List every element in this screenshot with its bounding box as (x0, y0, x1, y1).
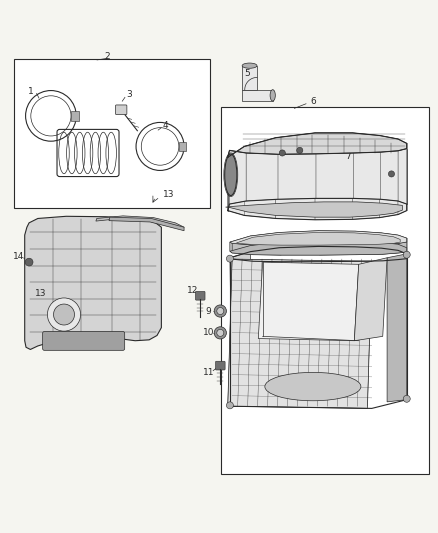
Text: 2: 2 (105, 52, 110, 61)
Polygon shape (232, 244, 253, 255)
Polygon shape (398, 149, 407, 204)
Text: 5: 5 (244, 69, 250, 78)
Text: 11: 11 (203, 368, 214, 377)
Polygon shape (354, 258, 387, 341)
Text: 3: 3 (127, 90, 132, 99)
Text: 13: 13 (35, 289, 46, 298)
Ellipse shape (270, 90, 276, 101)
Circle shape (403, 395, 410, 402)
Circle shape (279, 150, 286, 156)
Text: 6: 6 (310, 97, 316, 106)
Polygon shape (319, 245, 357, 255)
Text: 12: 12 (187, 286, 198, 295)
Polygon shape (230, 236, 251, 251)
Polygon shape (398, 139, 407, 215)
Polygon shape (355, 231, 381, 243)
Polygon shape (399, 242, 407, 253)
Polygon shape (96, 216, 184, 229)
Polygon shape (316, 153, 353, 198)
Circle shape (25, 258, 33, 266)
Polygon shape (230, 252, 253, 407)
Polygon shape (279, 231, 318, 243)
Polygon shape (246, 153, 278, 201)
FancyBboxPatch shape (116, 105, 127, 115)
Polygon shape (109, 217, 184, 231)
FancyBboxPatch shape (42, 332, 125, 350)
Text: 13: 13 (163, 190, 174, 199)
Polygon shape (228, 133, 407, 157)
Polygon shape (353, 133, 380, 220)
Text: 14: 14 (12, 252, 24, 261)
Circle shape (217, 308, 224, 314)
Bar (179, 142, 186, 151)
Polygon shape (253, 245, 281, 255)
Bar (14, 59, 210, 207)
Polygon shape (315, 133, 353, 220)
Polygon shape (226, 202, 403, 217)
Text: 9: 9 (206, 306, 212, 316)
Polygon shape (244, 138, 276, 219)
Circle shape (217, 329, 224, 336)
Polygon shape (353, 152, 381, 199)
Polygon shape (230, 241, 407, 255)
Polygon shape (251, 232, 279, 246)
Circle shape (226, 255, 233, 262)
Polygon shape (278, 154, 316, 199)
Polygon shape (237, 232, 400, 245)
Polygon shape (381, 151, 398, 201)
Polygon shape (228, 150, 230, 211)
Polygon shape (242, 66, 257, 90)
FancyBboxPatch shape (195, 292, 205, 300)
Circle shape (47, 298, 81, 331)
Polygon shape (258, 262, 359, 341)
Text: 7: 7 (345, 152, 351, 161)
FancyBboxPatch shape (215, 361, 225, 370)
Polygon shape (318, 231, 355, 241)
Ellipse shape (242, 63, 257, 68)
Polygon shape (381, 233, 398, 244)
Polygon shape (383, 244, 399, 254)
Polygon shape (398, 235, 407, 248)
Text: 1: 1 (28, 87, 34, 96)
Circle shape (214, 305, 226, 317)
Polygon shape (357, 245, 383, 255)
Circle shape (389, 171, 395, 177)
Polygon shape (230, 242, 232, 253)
Circle shape (53, 304, 74, 325)
Circle shape (403, 251, 410, 258)
Bar (71, 111, 78, 120)
Polygon shape (242, 90, 273, 101)
Polygon shape (228, 147, 244, 215)
Circle shape (297, 147, 303, 154)
Text: 8: 8 (230, 245, 236, 254)
Text: 4: 4 (163, 122, 169, 131)
Bar (221, 107, 428, 474)
Polygon shape (25, 216, 161, 350)
Circle shape (226, 402, 233, 409)
Polygon shape (228, 259, 372, 408)
Text: 10: 10 (203, 328, 214, 337)
Polygon shape (230, 231, 407, 246)
Ellipse shape (265, 373, 361, 401)
Polygon shape (230, 150, 246, 204)
Polygon shape (281, 246, 319, 255)
Polygon shape (380, 135, 398, 217)
Polygon shape (276, 133, 315, 220)
Ellipse shape (225, 154, 237, 196)
Polygon shape (387, 254, 407, 402)
Circle shape (214, 327, 226, 339)
